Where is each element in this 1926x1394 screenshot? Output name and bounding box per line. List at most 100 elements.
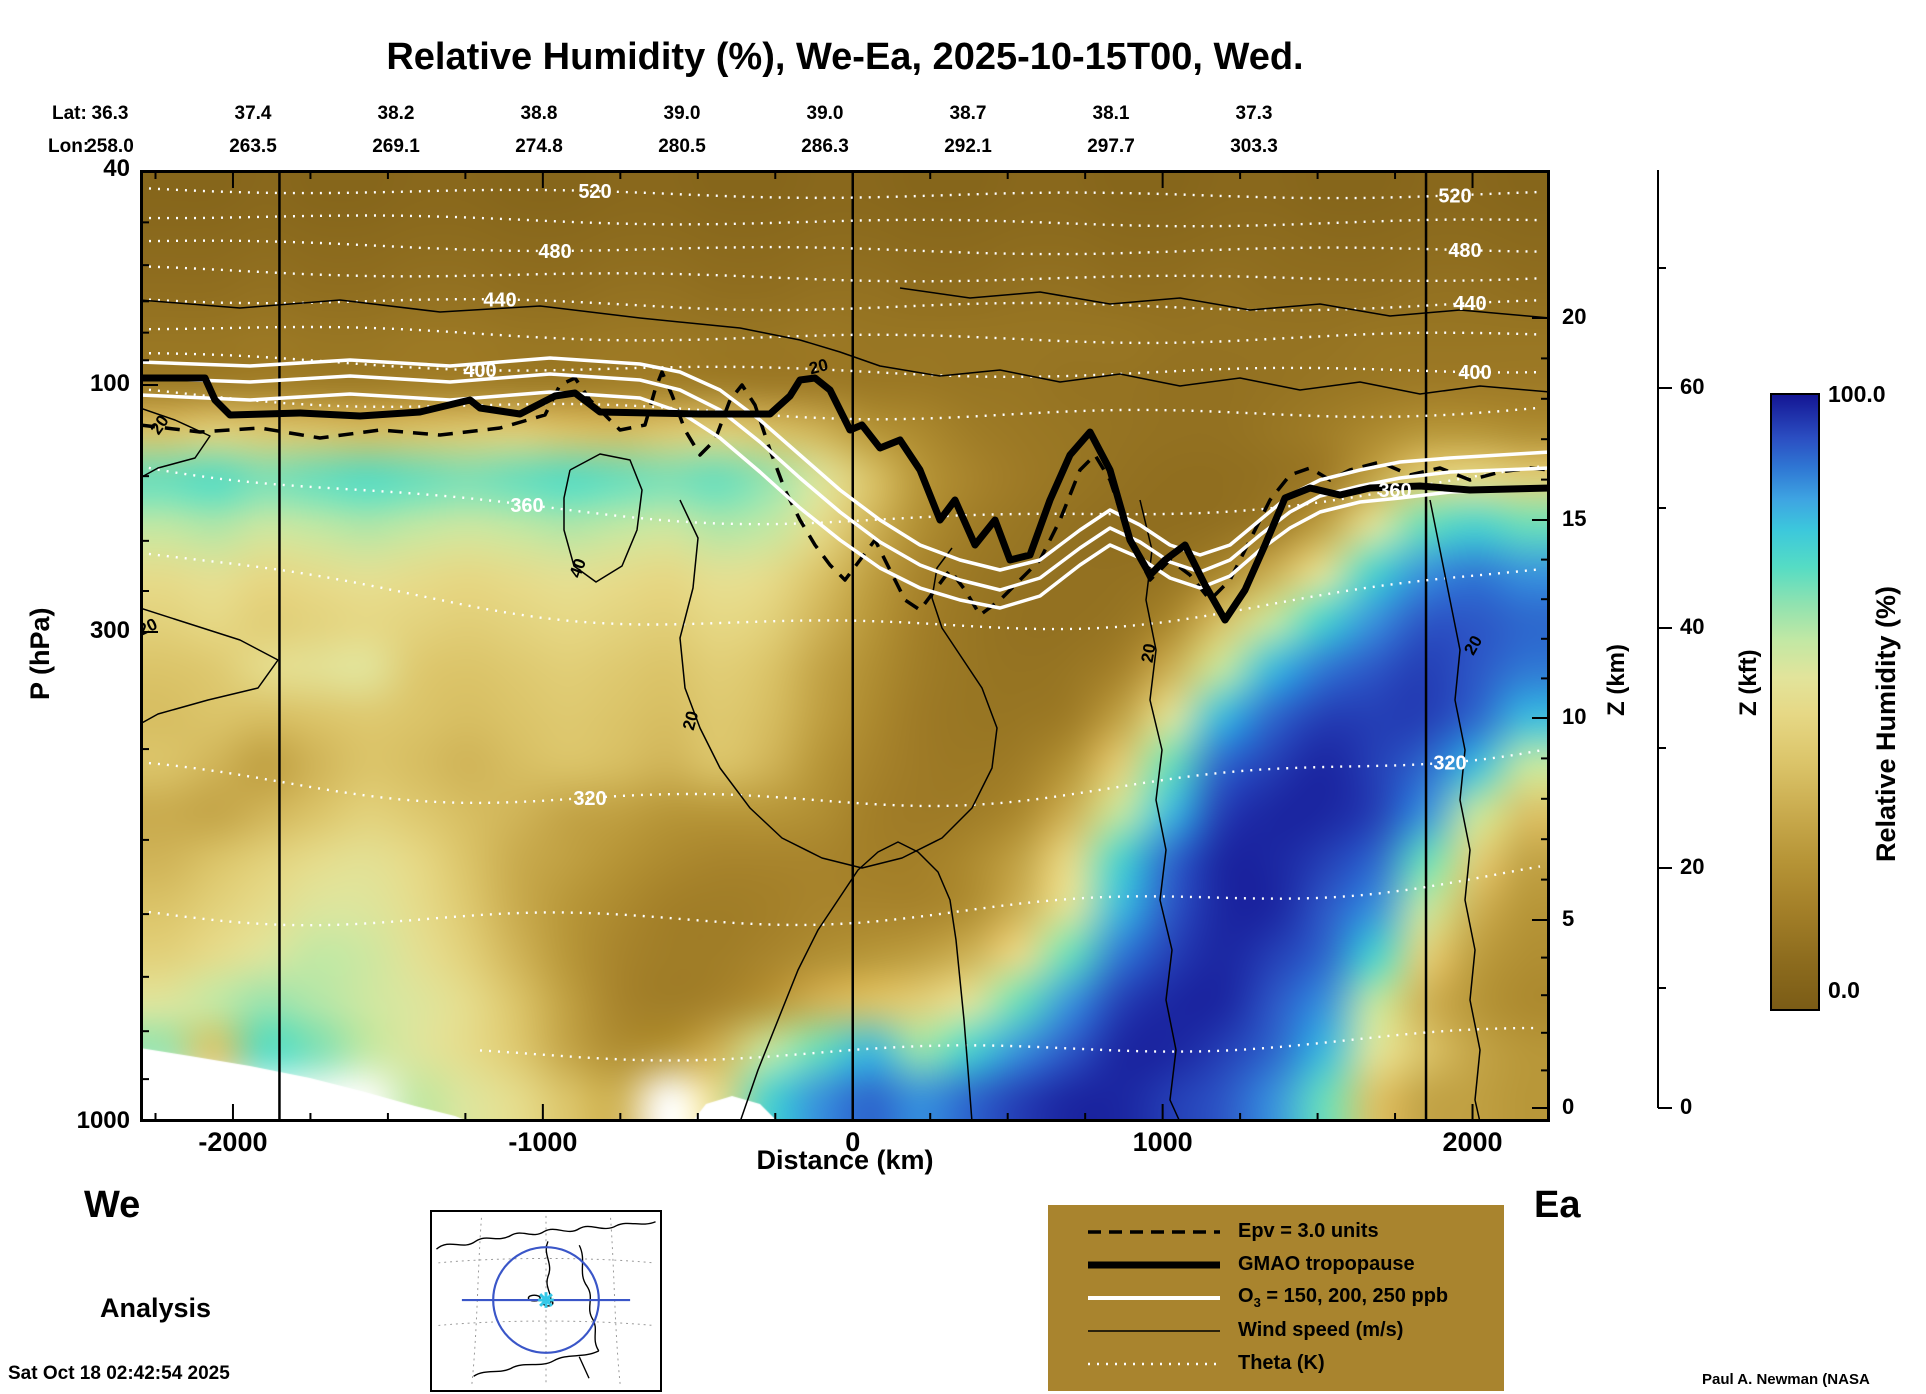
zkm-tick-label: 0: [1562, 1094, 1575, 1119]
zkft-tick-label: 0: [1680, 1094, 1693, 1119]
x-tick-label: -1000: [508, 1127, 578, 1157]
map-center-star: [538, 1292, 554, 1308]
colorbar-max-label: 100.0: [1828, 381, 1886, 407]
theta-contour: [479, 1026, 1541, 1062]
wind-speed-label: 20: [146, 412, 172, 438]
colorbar-min-label: 0.0: [1828, 977, 1860, 1003]
zkm-tick-label: 20: [1562, 304, 1587, 329]
x-tick-label: 2000: [1442, 1127, 1503, 1157]
zkft-tick-label: 40: [1680, 614, 1705, 639]
legend-item-label: O3 = 150, 200, 250 ppb: [1238, 1285, 1449, 1310]
zkm-tick-label: 5: [1562, 906, 1575, 931]
we-endpoint-label: We: [84, 1184, 141, 1226]
theta-contour: [140, 749, 1541, 808]
p-tick-label: 1000: [76, 1107, 130, 1134]
legend-item: Epv = 3.0 units: [1084, 1215, 1504, 1248]
chart-title: Relative Humidity (%), We-Ea, 2025-10-15…: [386, 36, 1304, 78]
zkm-axis-title: Z (km): [1603, 644, 1630, 716]
wind-speed-contour: [899, 287, 1550, 319]
wind-speed-contour: [679, 499, 998, 869]
x-tick-label: -2000: [198, 1127, 268, 1157]
theta-label: 360: [510, 495, 543, 517]
legend-item-label: GMAO tropopause: [1238, 1253, 1415, 1275]
legend-line-sample: [1088, 1295, 1220, 1300]
plot-area: 520 520 480 480 440 440 400 400 360 360 320 320 20 20…: [140, 170, 1550, 1122]
lat-value: 38.7: [949, 103, 987, 124]
lon-value: 292.1: [944, 136, 992, 157]
wind-speed-contour: [739, 841, 973, 1122]
lat-value: 36.3: [91, 103, 129, 124]
axis-ticks: [140, 170, 1550, 1122]
zkm-tick-label: 15: [1562, 506, 1587, 531]
theta-contour: [140, 865, 1541, 927]
lon-value: 297.7: [1087, 136, 1135, 157]
wind-speed-contour: [563, 453, 643, 583]
wind-speed-label: 20: [1460, 632, 1486, 658]
theta-label: 440: [483, 289, 516, 311]
legend-item-label: Wind speed (m/s): [1238, 1319, 1404, 1341]
wind-speed-contour: [140, 407, 211, 479]
wind-speed-label: 20: [1138, 642, 1160, 664]
wind-speed-contour: [1139, 499, 1181, 1122]
theta-contour: [140, 265, 1541, 283]
ea-endpoint-label: Ea: [1534, 1184, 1581, 1226]
theta-label: 440: [1453, 293, 1486, 315]
ozone-contour: [140, 390, 1550, 610]
lat-value: 38.8: [520, 103, 558, 124]
theta-contour: [140, 551, 1541, 631]
lat-value: 37.3: [1235, 103, 1273, 124]
ozone-contour: [140, 356, 1550, 572]
contour-overlay: 520 520 480 480 440 440 400 400 360 360 320 320 20 20…: [140, 170, 1550, 1122]
theta-contour: [140, 186, 1541, 200]
lat-value: 39.0: [806, 103, 844, 124]
ozone-contour: [140, 372, 1550, 592]
wind-speed-contour: [140, 299, 1550, 395]
colorbar: [1770, 393, 1820, 1011]
theta-label: 480: [538, 241, 571, 263]
z-kft-axis: [1657, 170, 1672, 1109]
credit: Paul A. Newman (NASA: [1702, 1371, 1870, 1388]
p-tick-label: 300: [89, 617, 130, 644]
theta-label: 400: [1458, 362, 1491, 384]
lon-value: 286.3: [801, 136, 849, 157]
legend-item-label: Theta (K): [1238, 1352, 1325, 1374]
tropopause-line: [140, 374, 1550, 624]
lon-value: 303.3: [1230, 136, 1278, 157]
x-axis-title: Distance (km): [756, 1145, 934, 1175]
legend-line-sample: [1088, 1362, 1220, 1365]
theta-label: 320: [573, 788, 606, 810]
wind-speed-label: 40: [566, 556, 590, 580]
theta-label: 360: [1378, 480, 1411, 502]
timestamp: Sat Oct 18 02:42:54 2025: [8, 1363, 230, 1384]
wind-speed-label: 20: [807, 355, 830, 378]
theta-label: 480: [1448, 240, 1481, 262]
theta-label: 400: [463, 360, 496, 382]
legend-item-label: Epv = 3.0 units: [1238, 1220, 1379, 1242]
map-inset: [430, 1210, 662, 1392]
wind-speed-label: 20: [140, 614, 160, 639]
legend-item: Wind speed (m/s): [1084, 1314, 1504, 1347]
legend-line-sample: [1088, 1261, 1220, 1268]
theta-contour: [140, 325, 1541, 345]
legend-line-sample: [1088, 1329, 1220, 1332]
x-tick-label: 1000: [1132, 1127, 1193, 1157]
p-tick-label: 100: [89, 370, 130, 397]
theta-label: 320: [1433, 753, 1466, 775]
wind-speed-contour: [1429, 499, 1481, 1122]
zkm-tick-label: 10: [1562, 704, 1587, 729]
map-inset-svg: [436, 1215, 656, 1387]
legend-item: O3 = 150, 200, 250 ppb: [1084, 1281, 1504, 1314]
legend-item: GMAO tropopause: [1084, 1248, 1504, 1281]
lat-value: 37.4: [234, 103, 272, 124]
lon-value: 280.5: [658, 136, 706, 157]
lat-value: 38.1: [1092, 103, 1130, 124]
lat-axis-label: Lat:: [52, 103, 87, 124]
theta-label: 520: [578, 181, 611, 203]
theta-contour: [140, 352, 1541, 378]
legend-item: Theta (K): [1084, 1347, 1504, 1380]
zkft-axis-title: Z (kft): [1735, 649, 1762, 716]
legend: Epv = 3.0 units GMAO tropopause O3 = 150, …: [1048, 1205, 1504, 1391]
plot-frame: [140, 170, 1550, 1122]
lon-axis-label: Lon:: [48, 136, 90, 157]
